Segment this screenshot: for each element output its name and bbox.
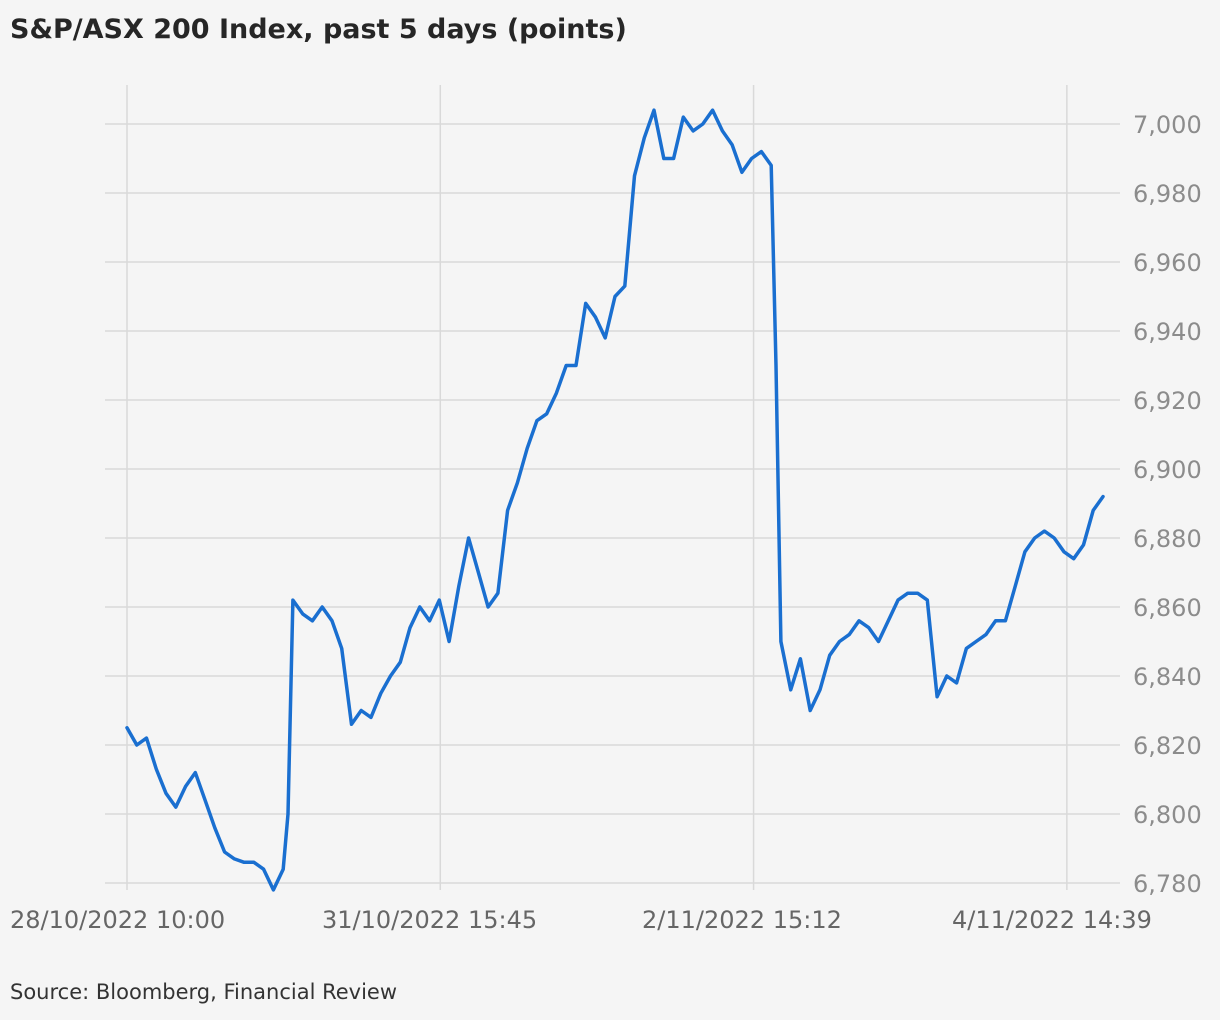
y-tick-label: 6,800 <box>1133 801 1202 829</box>
series-group <box>125 108 1105 892</box>
chart-title: S&P/ASX 200 Index, past 5 days (points) <box>10 14 627 45</box>
x-tick-label: 31/10/2022 15:45 <box>322 906 537 934</box>
y-tick-label: 6,880 <box>1133 525 1202 553</box>
y-tick-label: 6,980 <box>1133 180 1202 208</box>
x-axis-tick-labels: 28/10/2022 10:00 31/10/2022 15:45 2/11/202… <box>10 906 1152 934</box>
y-gridlines <box>105 123 1120 884</box>
y-tick-label: 6,940 <box>1133 318 1202 346</box>
x-tick-label: 4/11/2022 14:39 <box>952 906 1152 934</box>
y-tick-label: 6,780 <box>1133 870 1202 898</box>
y-tick-label: 6,820 <box>1133 732 1202 760</box>
y-tick-label: 6,920 <box>1133 387 1202 415</box>
y-tick-label: 6,860 <box>1133 594 1202 622</box>
x-gridlines <box>126 85 1068 890</box>
y-tick-label: 6,840 <box>1133 663 1202 691</box>
y-tick-label: 7,000 <box>1133 111 1202 139</box>
y-tick-label: 6,900 <box>1133 456 1202 484</box>
chart-source: Source: Bloomberg, Financial Review <box>10 980 398 1004</box>
series-line <box>125 108 1105 892</box>
y-axis-tick-labels: 6,780 6,800 6,820 6,840 6,860 6,880 6,900 6,920… <box>1133 111 1202 898</box>
x-tick-label: 28/10/2022 10:00 <box>10 906 225 934</box>
y-tick-label: 6,960 <box>1133 249 1202 277</box>
x-tick-label: 2/11/2022 15:12 <box>642 906 842 934</box>
